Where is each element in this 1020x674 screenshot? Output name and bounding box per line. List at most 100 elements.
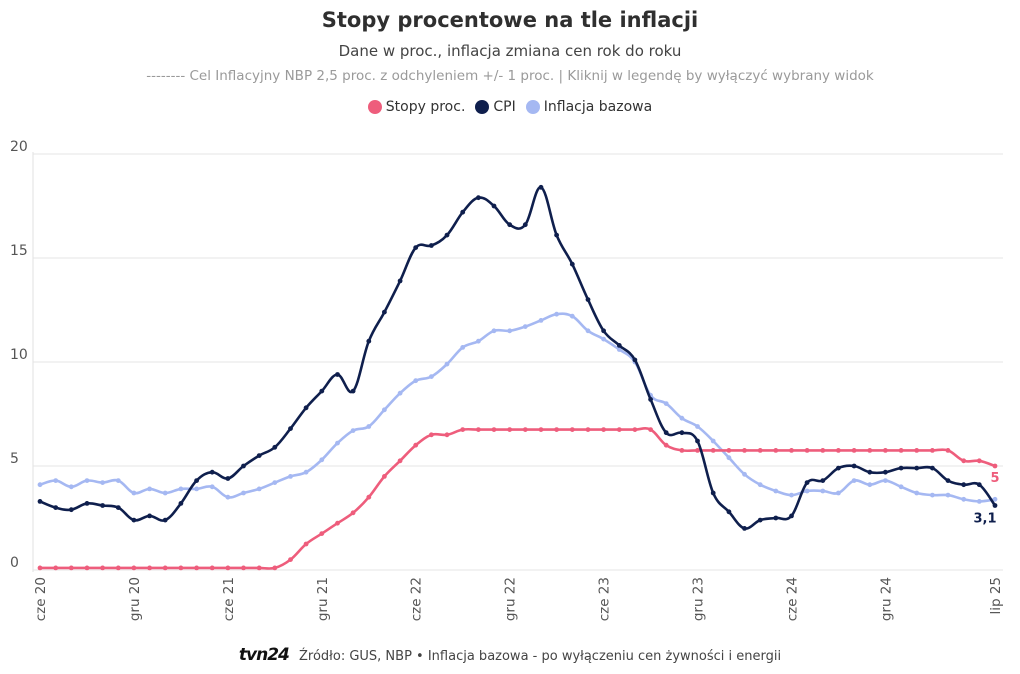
point-core-15 — [272, 480, 278, 485]
point-cpi-29 — [491, 203, 497, 209]
point-cpi-33 — [554, 232, 559, 238]
point-rates-58 — [945, 448, 951, 453]
point-core-35 — [585, 328, 591, 334]
point-rates-32 — [538, 427, 544, 432]
point-cpi-37 — [616, 343, 622, 348]
point-cpi-30 — [507, 222, 513, 228]
point-cpi-27 — [460, 209, 466, 215]
legend-label-rates: Stopy proc. — [385, 99, 466, 115]
point-core-8 — [162, 490, 168, 496]
point-core-52 — [851, 478, 857, 483]
point-core-42 — [695, 424, 700, 429]
point-cpi-28 — [476, 195, 481, 201]
point-cpi-13 — [241, 463, 246, 469]
legend-label-cpi: CPI — [493, 99, 516, 115]
point-core-57 — [930, 492, 935, 498]
point-core-0 — [37, 482, 43, 488]
point-rates-15 — [272, 565, 278, 571]
end-label-cpi: 3,1 — [973, 512, 996, 527]
point-rates-37 — [616, 427, 622, 432]
point-cpi-41 — [679, 430, 685, 436]
point-core-13 — [241, 490, 246, 496]
legend-item-rates[interactable]: Stopy proc. — [367, 99, 466, 115]
point-core-20 — [350, 428, 356, 433]
point-core-45 — [742, 471, 747, 477]
point-cpi-44 — [726, 509, 732, 515]
point-rates-30 — [507, 427, 513, 432]
point-cpi-40 — [663, 430, 669, 436]
point-rates-50 — [820, 448, 826, 453]
point-core-19 — [335, 440, 340, 446]
point-core-29 — [491, 328, 497, 334]
series-line-core — [38, 312, 997, 503]
x-tick-label-9: gru 24 — [878, 577, 894, 621]
point-cpi-46 — [757, 517, 763, 523]
point-core-16 — [288, 474, 293, 479]
point-core-10 — [194, 486, 200, 492]
chart-subtitle: Dane w proc., inflacja zmiana cen rok do… — [338, 42, 682, 60]
point-core-14 — [256, 486, 262, 492]
point-core-44 — [726, 455, 732, 461]
point-cpi-9 — [178, 501, 184, 506]
point-core-36 — [601, 336, 606, 342]
point-rates-27 — [460, 427, 466, 432]
point-rates-12 — [225, 565, 231, 571]
point-rates-17 — [303, 541, 309, 547]
point-core-50 — [820, 488, 826, 494]
point-cpi-50 — [820, 478, 826, 483]
point-rates-53 — [867, 448, 873, 453]
point-core-17 — [303, 469, 309, 475]
point-rates-42 — [695, 448, 700, 453]
point-rates-45 — [742, 448, 747, 453]
point-core-11 — [209, 484, 215, 490]
point-cpi-61 — [992, 503, 998, 508]
point-cpi-58 — [945, 478, 951, 483]
point-core-59 — [961, 496, 967, 502]
point-cpi-11 — [209, 469, 215, 475]
point-core-22 — [382, 407, 387, 413]
point-rates-41 — [679, 448, 685, 453]
point-core-23 — [397, 390, 403, 396]
point-cpi-17 — [303, 405, 309, 411]
x-tick-label-7: gru 23 — [691, 577, 707, 621]
point-cpi-22 — [382, 309, 387, 315]
point-rates-3 — [84, 565, 90, 571]
point-rates-28 — [476, 427, 481, 432]
legend-dot-core — [525, 100, 540, 114]
point-core-27 — [460, 345, 466, 350]
point-rates-46 — [757, 448, 763, 453]
point-core-51 — [836, 490, 841, 496]
point-core-28 — [476, 338, 481, 344]
point-rates-25 — [429, 432, 434, 438]
point-cpi-25 — [429, 243, 434, 248]
point-rates-23 — [397, 458, 403, 464]
point-cpi-16 — [288, 426, 293, 431]
point-rates-60 — [976, 458, 982, 464]
point-cpi-4 — [100, 503, 105, 508]
point-rates-47 — [773, 448, 779, 453]
point-core-56 — [914, 490, 920, 496]
legend-item-core[interactable]: Inflacja bazowa — [525, 99, 652, 115]
footer: tvn24 Źródło: GUS, NBP • Inflacja bazowa… — [0, 645, 1020, 665]
point-core-30 — [507, 328, 513, 334]
point-core-6 — [131, 490, 137, 496]
point-rates-6 — [131, 565, 137, 571]
point-rates-16 — [288, 557, 293, 562]
point-rates-34 — [569, 427, 575, 432]
x-tick-label-10: lip 25 — [988, 577, 1004, 615]
point-core-47 — [773, 488, 779, 494]
point-core-31 — [522, 324, 528, 329]
point-core-24 — [413, 378, 419, 384]
point-rates-29 — [491, 427, 497, 432]
point-cpi-3 — [84, 501, 90, 506]
point-rates-43 — [710, 448, 716, 453]
point-core-5 — [115, 478, 121, 483]
point-cpi-47 — [773, 515, 779, 521]
point-cpi-31 — [522, 222, 528, 228]
point-cpi-35 — [585, 297, 591, 302]
point-rates-1 — [53, 565, 59, 571]
point-core-55 — [898, 484, 904, 490]
point-rates-8 — [162, 565, 168, 571]
point-cpi-48 — [789, 513, 794, 519]
legend-item-cpi[interactable]: CPI — [475, 99, 516, 115]
